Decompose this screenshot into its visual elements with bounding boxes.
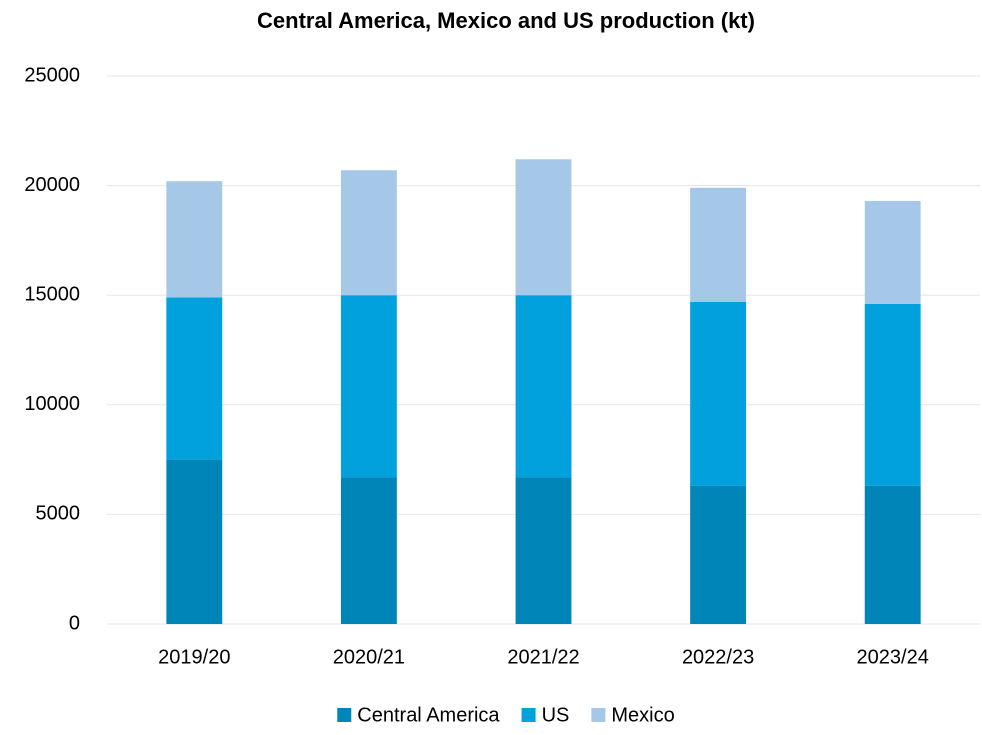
legend-swatch [521, 708, 536, 722]
bar-segment [166, 181, 223, 298]
bar-segment [690, 485, 747, 624]
bar-segment [166, 297, 223, 460]
bar-segment [864, 303, 921, 486]
y-tick-label: 20000 [24, 174, 80, 196]
legend-label: US [542, 704, 570, 726]
legend-label: Mexico [611, 704, 674, 726]
bar-segment [690, 301, 747, 486]
x-tick-label: 2020/21 [333, 646, 405, 668]
chart-title: Central America, Mexico and US productio… [257, 8, 755, 33]
x-tick-label: 2023/24 [857, 646, 929, 668]
y-tick-label: 0 [69, 612, 80, 634]
bar-segment [340, 477, 397, 624]
bar-segment [864, 485, 921, 624]
bar-segment [340, 295, 397, 478]
legend-label: Central America [357, 704, 500, 726]
legend-swatch [591, 708, 606, 722]
bar-segment [340, 170, 397, 296]
bar-segment [864, 200, 921, 304]
y-tick-label: 5000 [36, 503, 81, 525]
bar-segment [690, 187, 747, 302]
x-tick-label: 2022/23 [682, 646, 754, 668]
bar-segment [515, 159, 572, 296]
x-tick-label: 2019/20 [158, 646, 230, 668]
bar-segment [515, 477, 572, 624]
bar-segment [515, 295, 572, 478]
legend-swatch [337, 708, 352, 722]
y-tick-label: 15000 [24, 283, 80, 305]
y-tick-label: 25000 [24, 64, 80, 86]
x-tick-label: 2021/22 [507, 646, 579, 668]
bar-segment [166, 459, 223, 624]
y-tick-label: 10000 [24, 393, 80, 415]
